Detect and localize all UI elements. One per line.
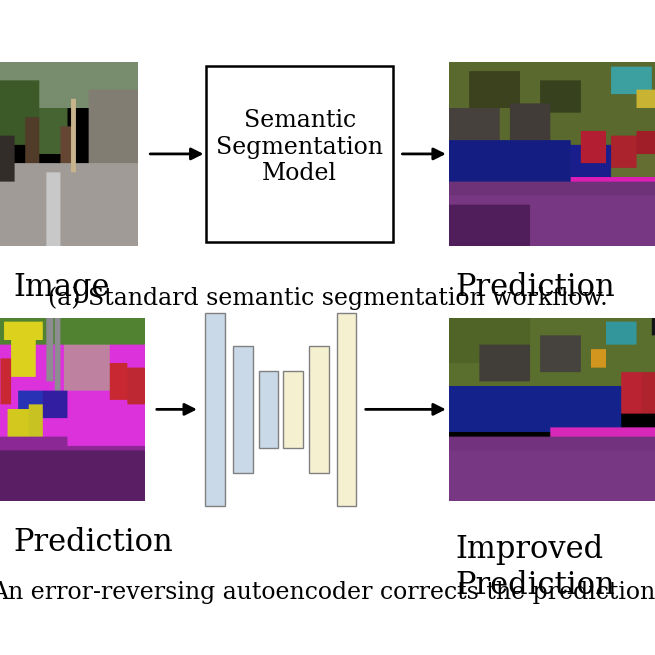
Bar [283,371,303,448]
Bar [206,66,393,242]
Text: Prediction: Prediction [13,527,173,558]
Text: An error-reversing autoencoder corrects the prediction.: An error-reversing autoencoder corrects … [0,581,655,605]
Text: Improved
Prediction: Improved Prediction [455,534,615,601]
Bar [233,346,253,473]
Text: Semantic
Segmentation
Model: Semantic Segmentation Model [216,109,383,185]
Text: Image: Image [13,272,109,303]
Bar [337,313,356,506]
Bar [309,346,329,473]
Bar [259,371,278,448]
Text: (a) Standard semantic segmentation workflow.: (a) Standard semantic segmentation workf… [48,286,607,310]
Text: Prediction: Prediction [455,272,615,303]
Bar [205,313,225,506]
